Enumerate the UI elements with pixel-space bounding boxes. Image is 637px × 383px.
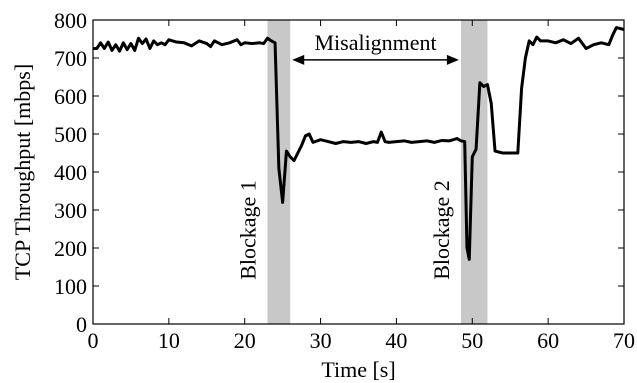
blockage-label-2: Blockage 2 [429, 180, 454, 280]
y-tick-label: 300 [54, 198, 87, 223]
misalignment-arrow-head-right [446, 54, 459, 65]
blockage-label-1: Blockage 1 [235, 180, 260, 280]
x-tick-label: 40 [385, 328, 407, 353]
plot-frame [92, 19, 625, 325]
y-tick-label: 600 [54, 84, 87, 109]
y-axis-label: TCP Throughput [mbps] [10, 64, 35, 280]
y-tick-label: 500 [54, 122, 87, 147]
blockage-regions [267, 20, 488, 324]
x-tick-label: 60 [537, 328, 559, 353]
x-tick-label: 70 [613, 328, 635, 353]
y-tick-label: 100 [54, 274, 87, 299]
annotations: Blockage 1 Blockage 2 Misalignment [235, 30, 459, 280]
y-tick-label: 200 [54, 236, 87, 261]
x-tick-label: 0 [88, 328, 99, 353]
throughput-line [93, 26, 625, 261]
y-tick-label: 700 [54, 46, 87, 71]
y-axis: 0 100 200 300 400 500 600 700 800 [54, 8, 624, 337]
y-tick-label: 0 [76, 312, 87, 337]
misalignment-arrow-head-left [292, 54, 305, 65]
x-tick-label: 20 [234, 328, 256, 353]
series-layer [93, 26, 625, 261]
x-axis-label: Time [s] [321, 357, 395, 382]
x-tick-label: 10 [158, 328, 180, 353]
y-tick-label: 800 [54, 8, 87, 33]
misalignment-label: Misalignment [314, 30, 436, 55]
y-tick-label: 400 [54, 160, 87, 185]
x-tick-label: 50 [461, 328, 483, 353]
x-axis: 0 10 20 30 40 50 60 70 [88, 20, 635, 353]
x-tick-label: 30 [310, 328, 332, 353]
